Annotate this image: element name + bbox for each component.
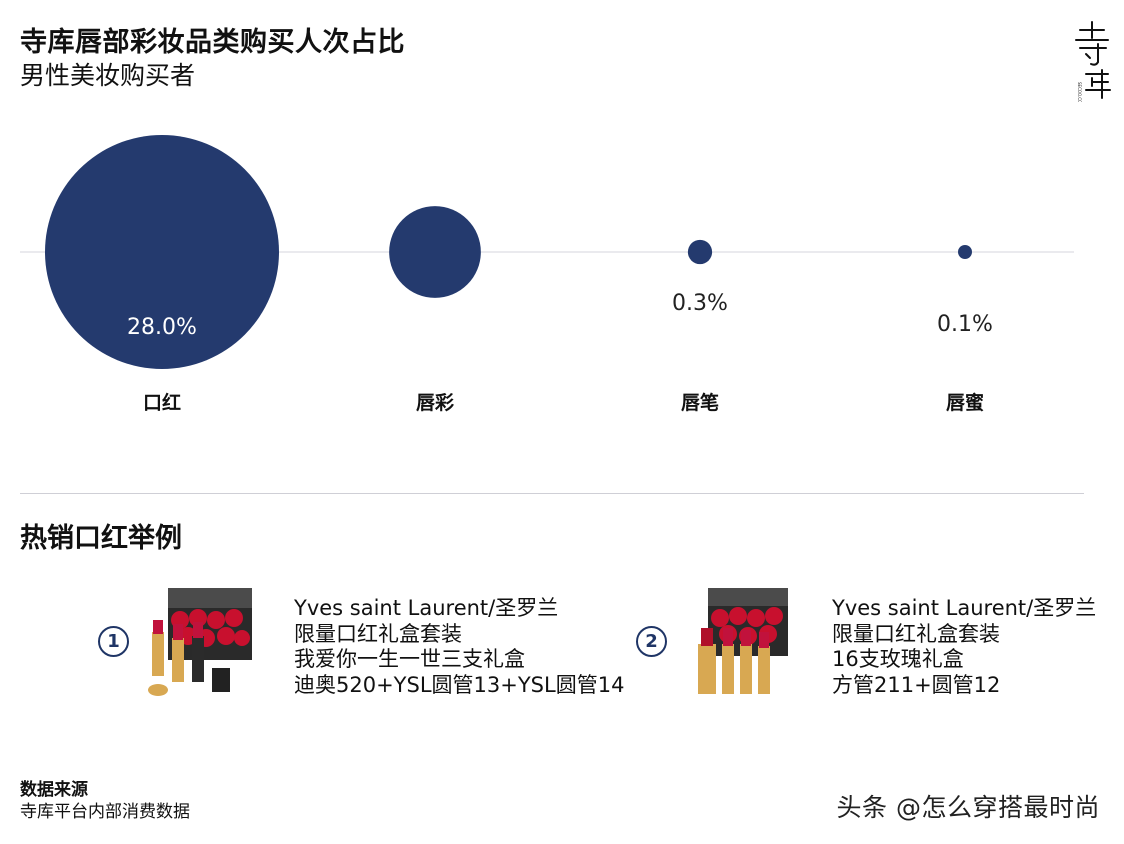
product-line: Yves saint Laurent/圣罗兰 [294, 596, 559, 620]
product-line: 方管211+圆管12 [832, 672, 1001, 697]
bubble-chart: 28.0% 口红 4.3% 唇彩 0.3% 唇笔 0.1% 唇蜜 [20, 135, 1074, 414]
category-label: 口红 [143, 391, 181, 414]
bubble-4 [958, 245, 972, 259]
value-label: 28.0% [127, 315, 197, 340]
example-item: 2 Yves saint Laurent/圣罗兰 限量口红礼盒套装 16支玫瑰礼… [634, 582, 1104, 702]
source-title: 数据来源 [20, 780, 88, 800]
product-image-gift-box [148, 588, 252, 696]
secoo-logo: SECOO.COM [1075, 21, 1111, 102]
product-description: Yves saint Laurent/圣罗兰 限量口红礼盒套装 16支玫瑰礼盒 … [832, 596, 1096, 698]
value-label: 4.3% [407, 315, 463, 340]
source-text: 寺库平台内部消费数据 [20, 802, 190, 822]
product-line: 16支玫瑰礼盒 [832, 647, 964, 671]
product-line: 限量口红礼盒套装 [294, 621, 462, 646]
product-image-gift-box [698, 588, 788, 694]
section-title: 热销口红举例 [20, 523, 182, 554]
watermark: 头条 @怎么穿搭最时尚 [836, 793, 1100, 822]
number-badge: 2 [636, 626, 667, 657]
value-label: 0.3% [672, 291, 728, 316]
svg-text:SECOO.COM: SECOO.COM [1077, 82, 1082, 102]
product-line: 限量口红礼盒套装 [832, 621, 1000, 646]
product-line: 我爱你一生一世三支礼盒 [294, 647, 525, 671]
value-label: 0.1% [937, 312, 993, 337]
page-subtitle: 男性美妆购买者 [20, 61, 196, 90]
section-divider [20, 493, 1084, 494]
product-line: Yves saint Laurent/圣罗兰 [832, 596, 1097, 620]
category-label: 唇彩 [416, 392, 454, 414]
product-description: Yves saint Laurent/圣罗兰 限量口红礼盒套装 我爱你一生一世三… [294, 596, 624, 698]
category-label: 唇笔 [681, 391, 719, 414]
bubble-3 [687, 239, 713, 265]
bubble-2 [389, 206, 481, 298]
category-label: 唇蜜 [946, 391, 984, 414]
bubble-1 [45, 135, 279, 369]
page-title: 寺库唇部彩妆品类购买人次占比 [20, 27, 405, 58]
example-item: 1 Yves saint Laurent/圣罗兰 限量口红礼盒套装 我爱你一生一… [96, 582, 624, 702]
number-badge: 1 [98, 626, 129, 657]
product-line: 迪奥520+YSL圆管13+YSL圆管14 [294, 672, 625, 697]
